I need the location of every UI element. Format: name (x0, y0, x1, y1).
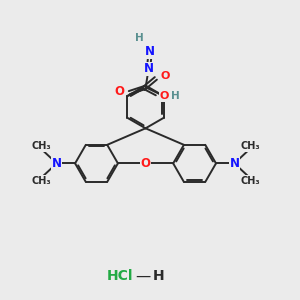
Text: N: N (52, 157, 62, 170)
Text: H: H (171, 91, 180, 101)
Text: HCl: HCl (107, 269, 134, 283)
Text: CH₃: CH₃ (240, 141, 260, 151)
Text: O: O (115, 85, 125, 98)
Text: H: H (153, 269, 165, 283)
Text: N: N (230, 157, 239, 170)
Text: —: — (135, 269, 150, 284)
Text: CH₃: CH₃ (240, 176, 260, 186)
Text: O: O (160, 71, 170, 81)
Text: O: O (140, 157, 151, 170)
Text: CH₃: CH₃ (32, 176, 51, 186)
Text: N: N (145, 45, 155, 58)
Text: CH₃: CH₃ (32, 141, 51, 151)
Text: H: H (135, 33, 144, 43)
Text: N: N (144, 62, 154, 75)
Text: O: O (160, 91, 169, 101)
